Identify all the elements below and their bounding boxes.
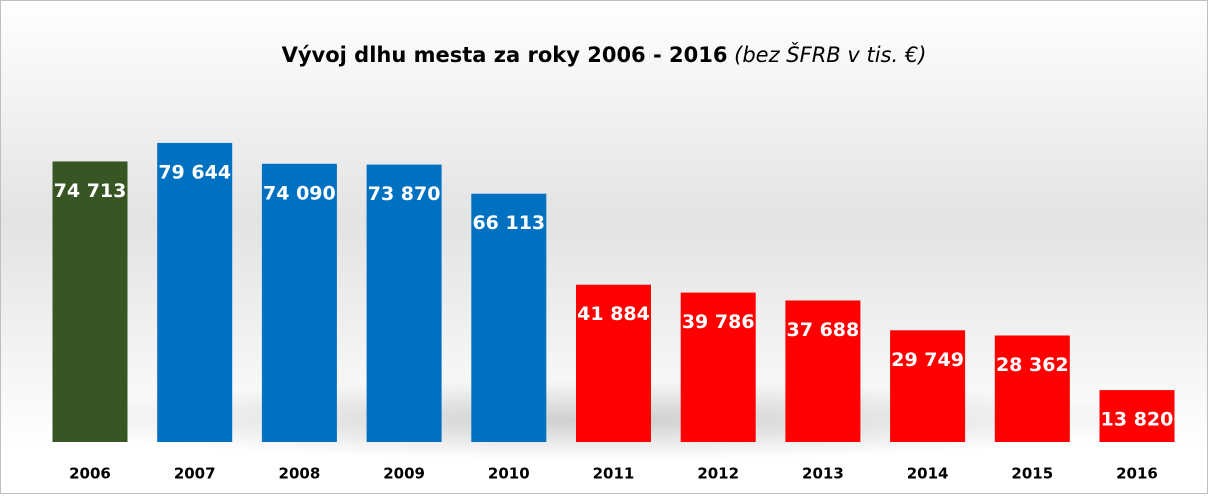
x-tick-label: 2011 [593,465,635,483]
data-label: 74 090 [263,182,336,204]
bar [366,164,442,442]
chart-title: Vývoj dlhu mesta za roky 2006 - 2016 (be… [282,42,927,67]
x-tick-label: 2008 [279,465,321,483]
bar [261,163,337,442]
bar [576,284,651,442]
bar [52,161,128,442]
bar [680,292,756,442]
data-label: 66 113 [472,212,545,234]
data-label: 39 786 [682,311,755,333]
x-tick-label: 2013 [802,465,844,483]
x-tick-label: 2009 [383,465,425,483]
data-label: 37 688 [787,319,860,341]
data-label: 73 870 [368,183,441,205]
data-label: 79 644 [158,161,231,183]
x-tick-label: 2012 [697,465,739,483]
data-label: 28 362 [996,354,1069,376]
x-tick-label: 2015 [1011,465,1053,483]
x-tick-label: 2007 [174,465,216,483]
x-tick-label: 2016 [1116,465,1158,483]
data-label: 74 713 [54,180,127,202]
x-tick-label: 2014 [907,465,949,483]
title-note: (bez ŠFRB v tis. €) [734,42,926,67]
bar [785,300,861,442]
bar [994,335,1070,442]
x-tick-label: 2010 [488,465,530,483]
bar [1099,390,1175,442]
bar [157,142,233,443]
data-label: 13 820 [1101,409,1174,431]
bar [890,330,966,442]
data-label: 41 884 [577,303,650,325]
title-main: Vývoj dlhu mesta za roky 2006 - 2016 [282,43,728,67]
data-label: 29 749 [891,349,964,371]
bar [471,193,547,442]
x-tick-label: 2006 [69,465,111,483]
